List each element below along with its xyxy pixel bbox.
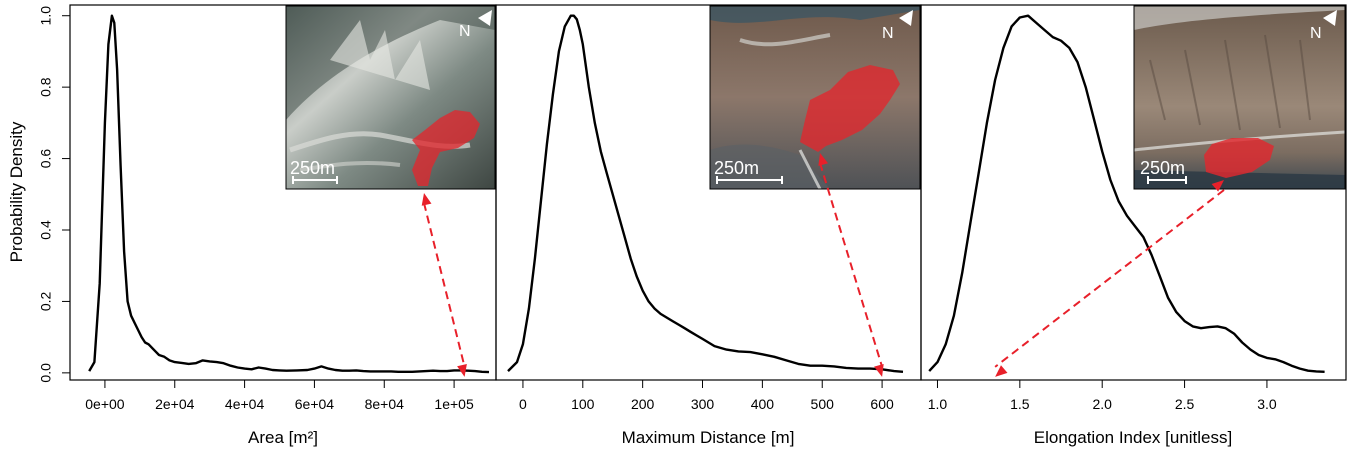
density-curve xyxy=(88,14,490,374)
y-axis-title: Probability Density xyxy=(7,121,26,262)
density-line xyxy=(507,14,904,373)
arrow-shaft xyxy=(423,202,466,368)
x-axis: 0e+00 2e+04 4e+04 6e+04 8e+04 1e+05 xyxy=(85,380,474,412)
x-tick-label: 1.0 xyxy=(928,396,948,412)
inset-arrow xyxy=(994,180,1225,377)
x-tick-label: 100 xyxy=(571,396,595,412)
x-axis-title: Area [m²] xyxy=(248,428,318,447)
inset-arrow xyxy=(421,193,467,377)
north-arrow-icon: N xyxy=(459,10,492,40)
x-tick-label: 1e+05 xyxy=(434,396,474,412)
inset-image-area: N 250m xyxy=(285,5,496,190)
x-tick-label: 300 xyxy=(691,396,715,412)
y-tick-label: 0.4 xyxy=(38,220,54,240)
north-arrow-icon: N xyxy=(1310,10,1337,42)
svg-text:N: N xyxy=(1310,25,1322,42)
y-tick-label: 0.8 xyxy=(38,77,54,97)
x-tick-label: 400 xyxy=(751,396,775,412)
panel-elongation-index: 1.0 1.5 2.0 2.5 3.0 Elongation Index [unitle… xyxy=(920,4,1347,447)
scale-bar: 250m xyxy=(1140,158,1187,184)
inset-image-elongation-index: N 250m xyxy=(1133,5,1346,190)
svg-text:N: N xyxy=(882,25,894,42)
scale-bar: 250m xyxy=(714,158,783,184)
x-tick-label: 2e+04 xyxy=(155,396,195,412)
panel-maximum-distance: 0 100 200 300 400 500 600 Maximum Distance [m]… xyxy=(495,4,922,447)
panel-area: 0e+00 2e+04 4e+04 6e+04 8e+04 1e+05 Area [m²]… xyxy=(69,4,497,447)
svg-text:250m: 250m xyxy=(290,158,335,178)
scale-bar: 250m xyxy=(290,158,338,184)
arrow-head xyxy=(995,365,1008,377)
svg-text:N: N xyxy=(459,23,471,40)
svg-text:250m: 250m xyxy=(714,158,759,178)
y-tick-label: 1.0 xyxy=(38,6,54,26)
x-tick-label: 2.0 xyxy=(1092,396,1112,412)
arrow-head xyxy=(818,153,829,166)
x-tick-label: 3.0 xyxy=(1257,396,1277,412)
y-tick-label: 0.2 xyxy=(38,291,54,311)
x-tick-label: 500 xyxy=(811,396,835,412)
x-tick-label: 0e+00 xyxy=(85,396,125,412)
arrow-shaft xyxy=(994,189,1225,368)
density-line xyxy=(88,14,490,374)
x-tick-label: 4e+04 xyxy=(225,396,265,412)
arrow-head xyxy=(421,193,432,206)
inset-arrow xyxy=(818,153,884,377)
arrow-head xyxy=(874,363,884,377)
x-tick-label: 600 xyxy=(870,396,894,412)
density-line xyxy=(928,14,1325,373)
north-arrow-icon: N xyxy=(882,10,913,42)
panel-frame xyxy=(920,4,1347,381)
x-axis: 1.0 1.5 2.0 2.5 3.0 xyxy=(928,380,1277,412)
density-curve xyxy=(928,14,1325,373)
inset-mask xyxy=(800,65,900,152)
arrow-head xyxy=(457,364,467,377)
density-curve xyxy=(507,14,904,373)
x-tick-label: 1.5 xyxy=(1010,396,1030,412)
y-tick-label: 0.6 xyxy=(38,149,54,169)
inset-mask xyxy=(412,110,480,186)
svg-text:250m: 250m xyxy=(1140,158,1185,178)
y-axis: 0.0 0.2 0.4 0.6 0.8 1.0 xyxy=(38,6,70,383)
x-tick-label: 0 xyxy=(519,396,527,412)
arrow-shaft xyxy=(819,162,884,368)
arrow-head xyxy=(1211,180,1224,192)
y-tick-label: 0.0 xyxy=(38,363,54,383)
x-axis: 0 100 200 300 400 500 600 xyxy=(519,380,894,412)
x-tick-label: 8e+04 xyxy=(365,396,405,412)
inset-image-maximum-distance: N 250m xyxy=(709,5,921,190)
x-tick-label: 200 xyxy=(631,396,655,412)
x-tick-label: 6e+04 xyxy=(295,396,335,412)
x-tick-label: 2.5 xyxy=(1175,396,1195,412)
x-axis-title: Maximum Distance [m] xyxy=(622,428,795,447)
x-axis-title: Elongation Index [unitless] xyxy=(1034,428,1232,447)
inset-mask xyxy=(1204,138,1274,178)
